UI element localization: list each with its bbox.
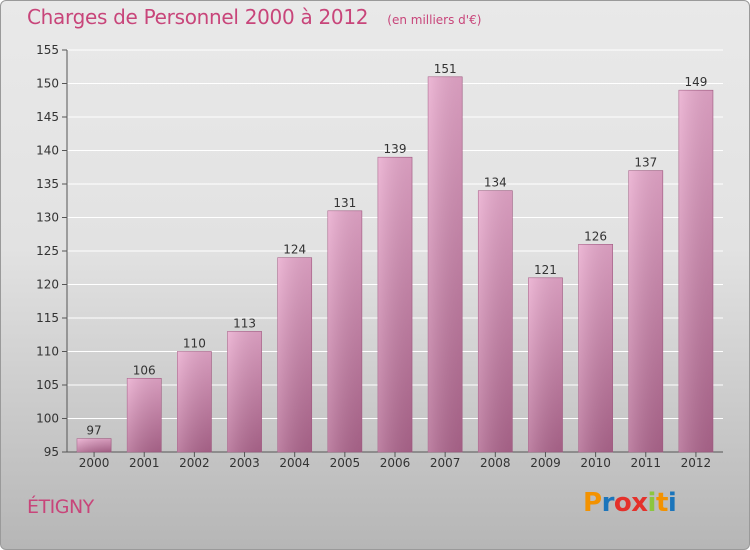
y-tick-label: 130 — [36, 211, 59, 225]
x-tick-labels: 2000 2001 2002 2003 2004 2005 2006 2007 2008 2009… — [79, 452, 711, 470]
y-tick-label: 150 — [36, 77, 59, 91]
x-tick-label: 2011 — [630, 456, 661, 470]
bar-shade — [177, 351, 212, 452]
bar-shade — [127, 378, 162, 452]
value-label: 137 — [634, 156, 657, 170]
logo-letter: i — [647, 488, 657, 518]
value-label: 97 — [86, 424, 101, 438]
bar-shade — [227, 331, 262, 452]
x-tick-label: 2005 — [330, 456, 361, 470]
bar-shade — [377, 157, 413, 452]
value-label: 124 — [283, 243, 306, 257]
bar-shade — [528, 277, 563, 452]
x-tick-label: 2001 — [129, 456, 160, 470]
logo-letter: i — [667, 488, 677, 518]
y-tick-label: 100 — [36, 412, 59, 426]
chart-subtitle: (en milliers d'€) — [387, 13, 482, 27]
bar-shade — [327, 210, 362, 452]
title-line: Charges de Personnel 2000 à 2012 (en mil… — [27, 5, 481, 29]
value-labels: 97 106 110 113 124 131 139 151 134 121 126 137 149 — [86, 62, 707, 438]
x-tick-label: 2008 — [480, 456, 511, 470]
bar-shade — [277, 257, 312, 452]
value-label: 106 — [133, 363, 156, 377]
y-tick-label: 115 — [36, 311, 59, 325]
value-label: 151 — [434, 62, 457, 76]
y-tick-label: 120 — [36, 278, 59, 292]
bar-shade — [77, 438, 112, 452]
bar-shade — [478, 190, 513, 452]
y-tick-label: 105 — [36, 378, 59, 392]
y-tick-label: 135 — [36, 177, 59, 191]
x-tick-label: 2012 — [681, 456, 712, 470]
value-label: 110 — [183, 337, 206, 351]
bars — [76, 76, 714, 453]
bar-shade — [578, 244, 613, 452]
value-label: 126 — [584, 229, 607, 243]
x-tick-label: 2009 — [530, 456, 561, 470]
x-tick-label: 2000 — [79, 456, 110, 470]
x-tick-label: 2003 — [229, 456, 260, 470]
chart-title: Charges de Personnel 2000 à 2012 — [27, 5, 369, 29]
logo-letter: x — [631, 488, 648, 518]
x-tick-label: 2010 — [580, 456, 611, 470]
proxiti-logo[interactable]: Proxiti — [583, 488, 677, 518]
y-tick-label: 155 — [36, 43, 59, 57]
x-tick-label: 2002 — [179, 456, 210, 470]
value-label: 139 — [384, 142, 407, 156]
x-tick-label: 2007 — [430, 456, 461, 470]
x-tick-label: 2006 — [380, 456, 411, 470]
bar-shade — [678, 90, 713, 452]
logo-letter: o — [613, 488, 632, 518]
value-label: 134 — [484, 176, 507, 190]
commune-name: ÉTIGNY — [27, 496, 94, 518]
logo-letter: P — [583, 488, 602, 518]
bar-shade — [628, 170, 663, 452]
value-label: 113 — [233, 316, 256, 330]
y-tick-label: 140 — [36, 144, 59, 158]
x-tick-label: 2004 — [279, 456, 310, 470]
y-tick-label: 145 — [36, 110, 59, 124]
value-label: 131 — [333, 196, 356, 210]
y-tick-labels: 95 100 105 110 115 120 125 130 135 140 145 150 155 — [36, 43, 59, 459]
value-label: 149 — [684, 75, 707, 89]
logo-letter: t — [655, 488, 668, 518]
y-tick-label: 95 — [44, 445, 59, 459]
value-label: 121 — [534, 263, 557, 277]
bar-shade — [428, 76, 463, 453]
y-tick-label: 125 — [36, 244, 59, 258]
y-tick-label: 110 — [36, 345, 59, 359]
logo-letter: r — [601, 488, 615, 518]
